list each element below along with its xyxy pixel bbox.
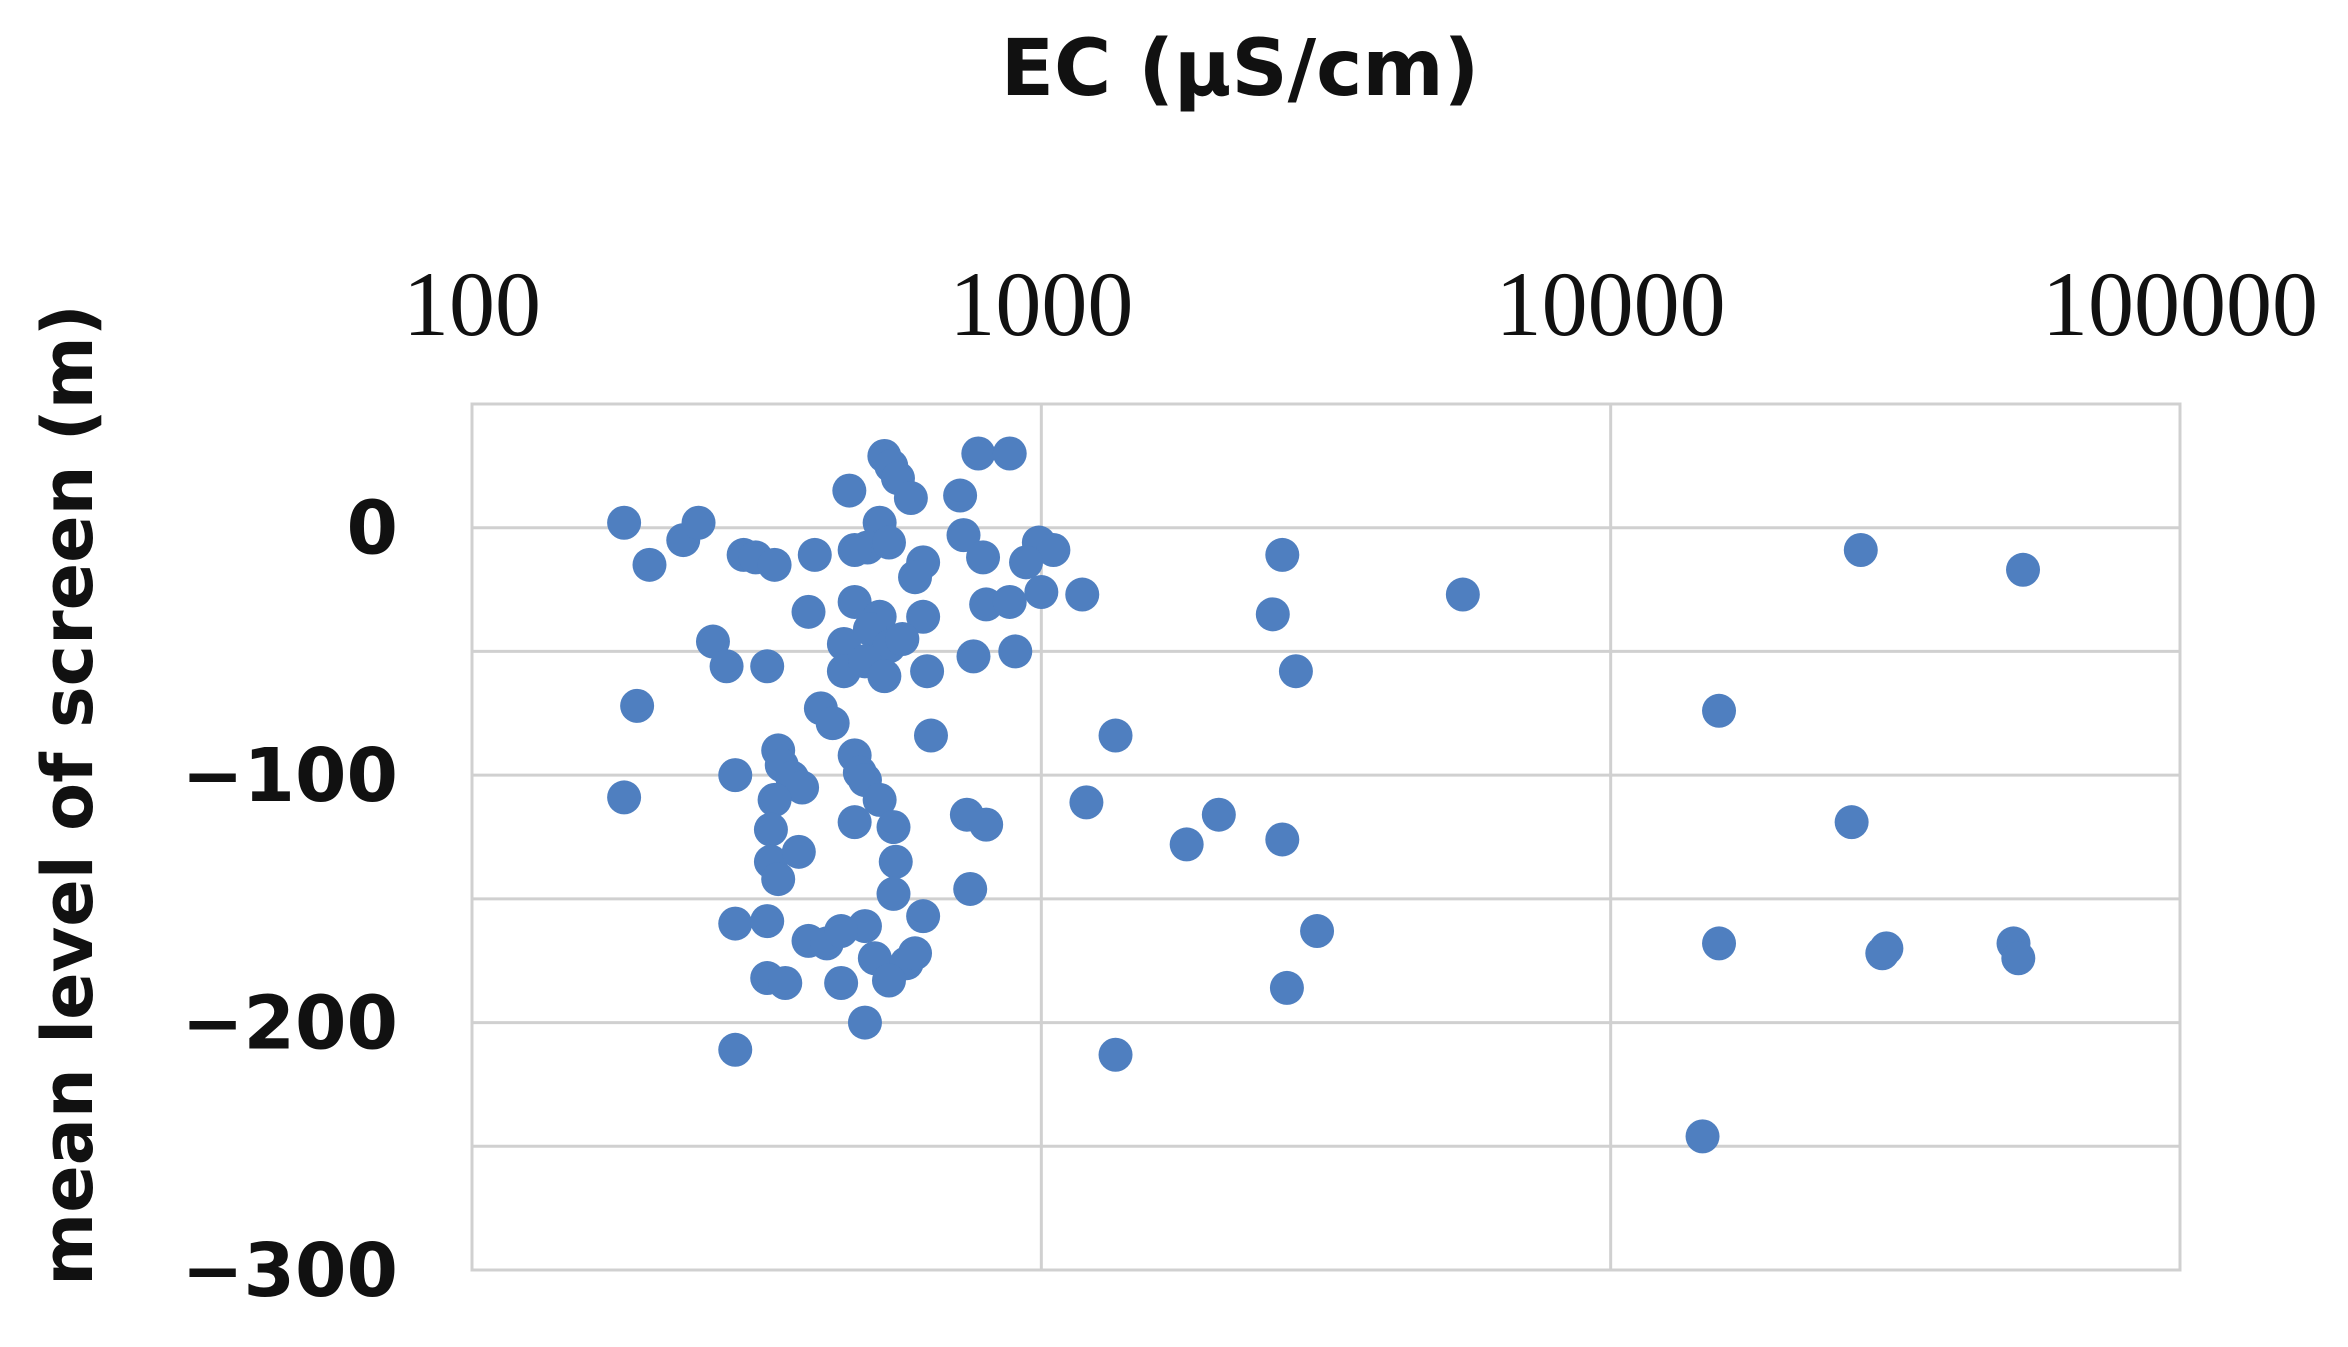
data-point xyxy=(898,560,933,595)
data-point xyxy=(867,659,902,694)
data-point xyxy=(1036,532,1071,567)
data-point xyxy=(966,540,1001,575)
data-point xyxy=(607,780,642,815)
data-point xyxy=(1265,822,1300,857)
x-tick-label: 100 xyxy=(403,253,541,355)
data-point xyxy=(946,518,981,553)
data-point xyxy=(1300,914,1335,949)
y-tick-label: −100 xyxy=(182,733,398,819)
data-point xyxy=(1255,597,1290,632)
data-point xyxy=(832,473,867,508)
x-tick-label: 10000 xyxy=(1496,253,1726,355)
data-point xyxy=(1098,1037,1133,1072)
data-point xyxy=(1834,805,1869,840)
data-point xyxy=(953,871,988,906)
data-point xyxy=(961,436,996,471)
x-tick-label: 100000 xyxy=(2042,253,2318,355)
data-point xyxy=(709,649,744,684)
data-point xyxy=(1702,926,1737,961)
data-point xyxy=(837,805,872,840)
data-point xyxy=(1265,537,1300,572)
x-axis-title: EC (µS/cm) xyxy=(1001,24,1480,114)
data-point xyxy=(893,481,928,516)
y-tick-label: −200 xyxy=(182,981,398,1067)
data-point xyxy=(797,537,832,572)
data-point xyxy=(998,634,1033,669)
data-point xyxy=(1009,545,1044,580)
data-point xyxy=(878,844,913,879)
data-point xyxy=(1169,827,1204,862)
data-point xyxy=(620,688,655,723)
data-point xyxy=(1065,577,1100,612)
data-point xyxy=(1269,970,1304,1005)
x-tick-label: 1000 xyxy=(949,253,1133,355)
data-point xyxy=(761,862,796,897)
data-point xyxy=(1069,785,1104,820)
data-point xyxy=(906,899,941,934)
data-point xyxy=(607,505,642,540)
data-point xyxy=(1843,532,1878,567)
data-point xyxy=(1702,693,1737,728)
data-point xyxy=(876,876,911,911)
data-point xyxy=(1685,1119,1720,1154)
data-point xyxy=(837,584,872,619)
data-point xyxy=(837,532,872,567)
data-point xyxy=(1865,936,1900,971)
data-point xyxy=(785,770,820,805)
y-tick-labels: 0 −100 −200 −300 xyxy=(182,486,398,1314)
data-point xyxy=(862,782,897,817)
data-point xyxy=(791,594,826,629)
data-point xyxy=(681,505,716,540)
y-tick-label: 0 xyxy=(347,486,399,572)
data-point xyxy=(753,812,788,847)
data-point xyxy=(956,639,991,674)
data-point xyxy=(898,936,933,971)
data-point xyxy=(757,782,792,817)
data-point xyxy=(768,965,803,1000)
data-point xyxy=(910,654,945,689)
data-point xyxy=(2006,552,2041,587)
data-point xyxy=(824,914,859,949)
data-point xyxy=(1024,575,1059,610)
x-tick-labels: 100 1000 10000 100000 xyxy=(403,253,2318,355)
data-point xyxy=(992,436,1027,471)
plot-area-border xyxy=(470,402,2182,1272)
data-point xyxy=(718,906,753,941)
data-point xyxy=(992,584,1027,619)
data-point xyxy=(1201,797,1236,832)
data-point xyxy=(969,807,1004,842)
data-point xyxy=(718,758,753,793)
data-points xyxy=(607,436,2041,1154)
y-tick-label: −300 xyxy=(182,1228,398,1314)
data-point xyxy=(885,622,920,657)
data-point xyxy=(750,904,785,939)
data-point xyxy=(695,624,730,659)
data-point xyxy=(815,706,850,741)
data-point xyxy=(913,718,948,753)
data-point xyxy=(871,525,906,560)
data-point xyxy=(632,547,667,582)
data-point xyxy=(943,478,978,513)
data-point xyxy=(876,810,911,845)
data-point xyxy=(1278,654,1313,689)
data-point xyxy=(847,1005,882,1040)
data-point xyxy=(1445,577,1480,612)
y-axis-title: mean level of screen (m) xyxy=(27,304,109,1285)
data-point xyxy=(2001,941,2036,976)
data-point xyxy=(718,1032,753,1067)
data-point xyxy=(1098,718,1133,753)
data-point xyxy=(750,649,785,684)
data-point xyxy=(781,834,816,869)
data-point xyxy=(757,547,792,582)
gridlines xyxy=(472,404,2180,1270)
data-point xyxy=(871,963,906,998)
data-point xyxy=(906,599,941,634)
data-point xyxy=(824,965,859,1000)
